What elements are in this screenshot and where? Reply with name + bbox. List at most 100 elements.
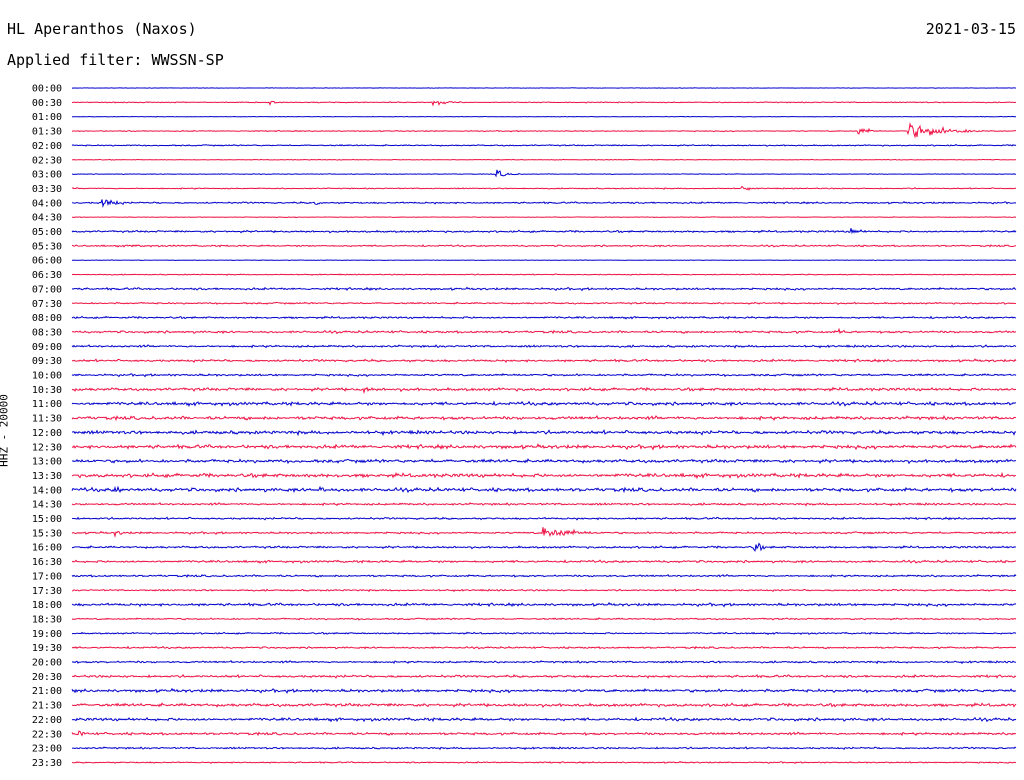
row-time-label: 20:00 [32,658,62,669]
row-time-label: 06:00 [32,256,62,267]
row-time-label: 00:30 [32,98,62,109]
trace-row [71,559,1017,564]
row-time-label: 16:00 [32,543,62,554]
trace-row [71,458,1017,465]
row-time-label: 04:00 [32,198,62,209]
trace-row [71,588,1017,593]
row-time-label: 07:00 [32,284,62,295]
row-time-label: 21:00 [32,686,62,697]
row-time-label: 13:30 [32,471,62,482]
trace-row [71,244,1017,248]
trace-row [71,115,1017,118]
row-time-label: 21:30 [32,701,62,712]
row-time-label: 05:30 [32,241,62,252]
trace-row [71,485,1017,494]
row-time-label: 09:00 [32,342,62,353]
row-time-label: 16:30 [32,557,62,568]
row-time-label: 22:00 [32,715,62,726]
trace-row [71,702,1017,709]
row-time-label: 19:00 [32,629,62,640]
trace-row [71,527,1017,538]
trace-row [71,730,1017,737]
row-time-label: 02:30 [32,155,62,166]
trace-row [71,631,1017,636]
trace-row [71,471,1017,480]
trace-row [71,228,1017,235]
trace-row [71,372,1017,378]
trace-row [71,673,1017,679]
row-time-label: 05:00 [32,227,62,238]
trace-row [71,660,1017,665]
trace-row [71,199,1017,209]
row-time-label: 10:00 [32,371,62,382]
row-time-label: 04:30 [32,213,62,224]
trace-row [71,516,1017,521]
row-time-label: 15:30 [32,528,62,539]
trace-row [71,122,1017,139]
row-time-label: 12:00 [32,428,62,439]
trace-row [71,443,1017,451]
row-time-label: 03:00 [32,170,62,181]
row-time-label: 00:00 [32,84,62,95]
record-date: 2021-03-15 [925,20,1016,38]
row-time-label: 20:30 [32,672,62,683]
trace-row [71,327,1017,335]
trace-row [71,216,1017,219]
trace-row [71,87,1017,89]
trace-row [71,687,1017,694]
row-time-label: 17:00 [32,571,62,582]
trace-row [71,645,1017,650]
trace-row [71,760,1017,765]
row-time-label: 06:30 [32,270,62,281]
row-time-label: 11:00 [32,399,62,410]
trace-row [71,315,1017,320]
trace-row [71,358,1017,364]
row-time-label: 14:30 [32,500,62,511]
row-time-label: 01:00 [32,112,62,123]
row-time-label: 14:00 [32,485,62,496]
row-time-label: 23:30 [32,758,62,769]
trace-row [71,746,1017,751]
trace-row [71,716,1017,723]
row-time-label: 23:00 [32,744,62,755]
trace-row [71,158,1017,161]
trace-row [71,617,1017,621]
row-time-label: 17:30 [32,586,62,597]
trace-row [71,273,1017,276]
row-time-label: 09:30 [32,356,62,367]
row-time-label: 02:00 [32,141,62,152]
row-time-label: 08:30 [32,327,62,338]
row-time-label: 15:00 [32,514,62,525]
row-time-label: 19:30 [32,643,62,654]
row-time-label: 12:30 [32,442,62,453]
trace-row [71,144,1017,147]
trace-row [71,429,1017,437]
trace-row [71,502,1017,507]
row-time-label: 18:30 [32,614,62,625]
applied-filter-label: Applied filter: WWSSN-SP [7,51,224,69]
trace-row [71,301,1017,305]
row-time-label: 08:00 [32,313,62,324]
trace-row [71,386,1017,395]
trace-row [71,344,1017,349]
trace-row [71,169,1017,178]
trace-row [71,400,1017,407]
trace-row [71,415,1017,422]
row-time-label: 03:30 [32,184,62,195]
row-time-label: 13:00 [32,457,62,468]
trace-row [71,601,1017,608]
trace-row [71,542,1017,552]
row-time-label: 07:30 [32,299,62,310]
row-time-label: 01:30 [32,127,62,138]
row-time-label: 18:00 [32,600,62,611]
trace-row [71,185,1017,191]
station-title: HL Aperanthos (Naxos) [7,20,197,38]
trace-row [71,100,1017,107]
trace-row [71,573,1017,578]
trace-row [71,286,1017,292]
trace-row [71,259,1017,262]
row-time-label: 10:30 [32,385,62,396]
row-time-label: 22:30 [32,729,62,740]
row-time-label: 11:30 [32,414,62,425]
